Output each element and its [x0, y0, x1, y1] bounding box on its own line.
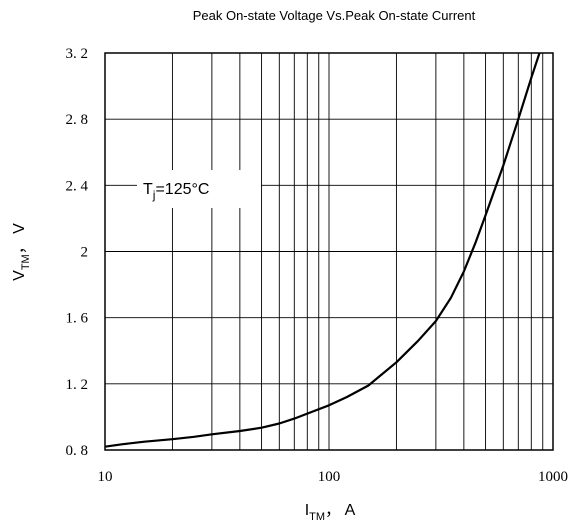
y-axis-label-rest: ， V	[11, 223, 28, 254]
y-tick-label: 2. 8	[66, 112, 89, 128]
x-axis-label: ITM， A	[305, 502, 356, 523]
grid	[105, 53, 553, 450]
x-tick-label: 1000	[538, 469, 568, 485]
y-axis-label-main: V	[11, 270, 28, 281]
y-axis-label-sub: TM	[20, 254, 32, 270]
chart-title: Peak On-state Voltage Vs.Peak On-state C…	[193, 8, 476, 23]
y-tick-label: 0. 8	[66, 443, 89, 459]
x-axis-label-sub: TM	[309, 511, 325, 523]
x-axis-label-rest: ， A	[325, 502, 356, 519]
annotation-background	[137, 170, 261, 208]
tick-labels: 0. 8 1. 2 1. 6 2 2. 4 2. 8 3. 2 10 100 1000	[66, 46, 569, 485]
y-tick-label: 2. 4	[66, 178, 89, 194]
x-tick-label: 100	[318, 469, 341, 485]
y-axis-label: VTM， V	[11, 223, 32, 281]
x-axis-label-main: I	[305, 502, 309, 519]
y-tick-label: 1. 2	[66, 377, 89, 393]
y-tick-label: 2	[81, 245, 89, 261]
annotation-sub: j	[152, 188, 156, 202]
plot-frame	[104, 52, 554, 451]
annotation-tj: Tj=125°C	[143, 181, 209, 202]
x-tick-label: 10	[98, 469, 113, 485]
annotation-main: T	[143, 181, 153, 198]
y-tick-label: 3. 2	[66, 46, 89, 62]
series-line	[104, 52, 541, 448]
y-tick-label: 1. 6	[66, 311, 89, 327]
annotation-rest: =125°C	[155, 181, 209, 198]
